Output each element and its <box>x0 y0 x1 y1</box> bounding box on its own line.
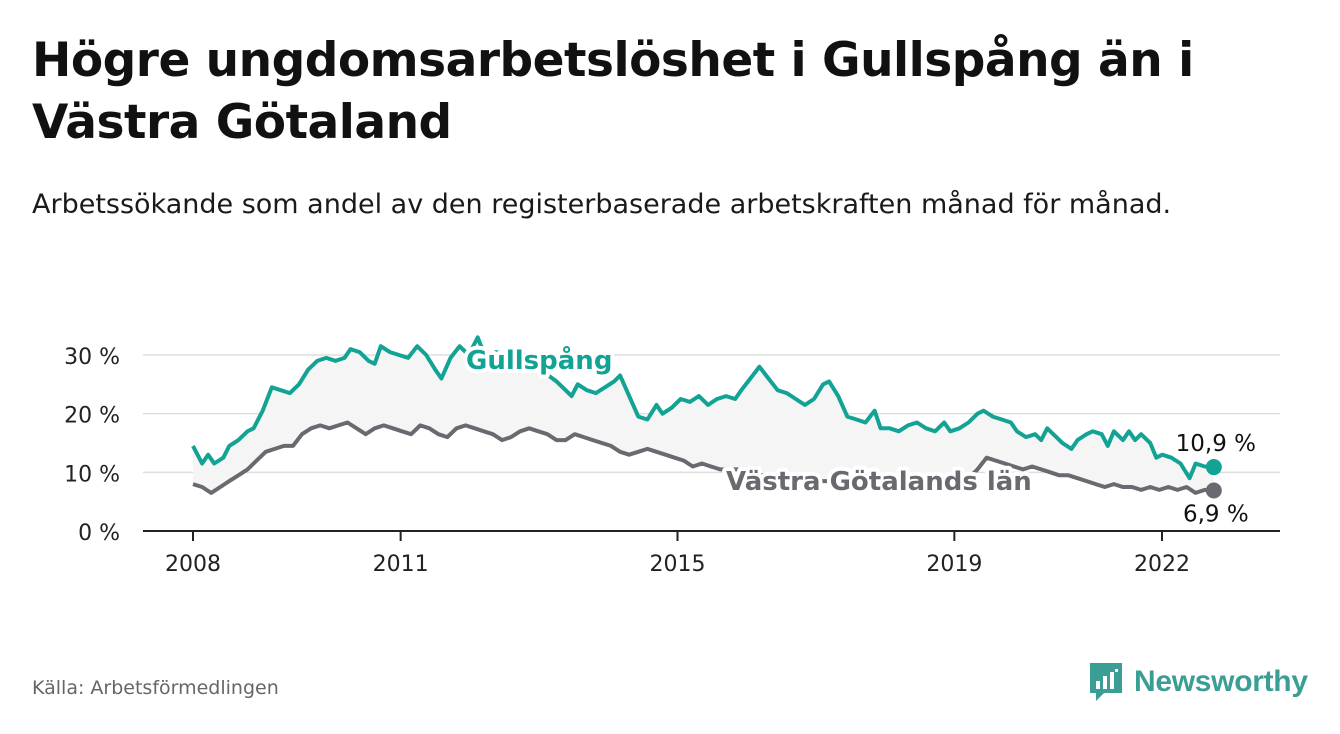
series-lines <box>191 335 1222 499</box>
gullspang-series-label-halo: Gullspång <box>466 344 612 376</box>
source-note: Källa: Arbetsförmedlingen <box>32 677 279 699</box>
brand-name: Newsworthy <box>1134 665 1308 698</box>
x-tick-label: 2008 <box>165 552 221 577</box>
y-tick-label: 20 % <box>64 404 120 429</box>
gullspang-series-label: Gullspång <box>466 344 612 376</box>
y-tick-label: 30 % <box>64 345 120 370</box>
x-tick-label: 2015 <box>650 552 706 577</box>
vg-series-label: Västra Götalands län <box>726 467 1032 497</box>
gullspang-end-label: 10,9 % <box>1176 431 1256 457</box>
gullspang-line <box>191 335 1214 481</box>
vg-series-label-halo: Västra Götalands län <box>726 467 1032 497</box>
x-tick-label: 2019 <box>926 552 982 577</box>
difference-band <box>193 337 1214 493</box>
y-tick-label: 10 % <box>64 462 120 487</box>
brand-logo: Newsworthy <box>1088 660 1308 704</box>
x-tick-label: 2022 <box>1134 552 1190 577</box>
vg-end-point <box>1205 482 1222 499</box>
axis-ticks: 0 % 10 % 20 % 30 % 2008 2011 2015 2019 2022 <box>64 345 1280 577</box>
chart-subtitle: Arbetssökande som andel av den registerb… <box>32 189 1172 220</box>
vg-line <box>192 420 1214 495</box>
vg-end-label: 6,9 % <box>1183 502 1249 528</box>
y-tick-label: 0 % <box>78 521 120 546</box>
chart-title: Högre ungdomsarbetslöshet i Gullspång än… <box>32 33 1194 150</box>
gullspang-end-point <box>1205 459 1222 476</box>
newsworthy-logo-icon <box>1090 663 1122 701</box>
x-tick-label: 2011 <box>373 552 429 577</box>
